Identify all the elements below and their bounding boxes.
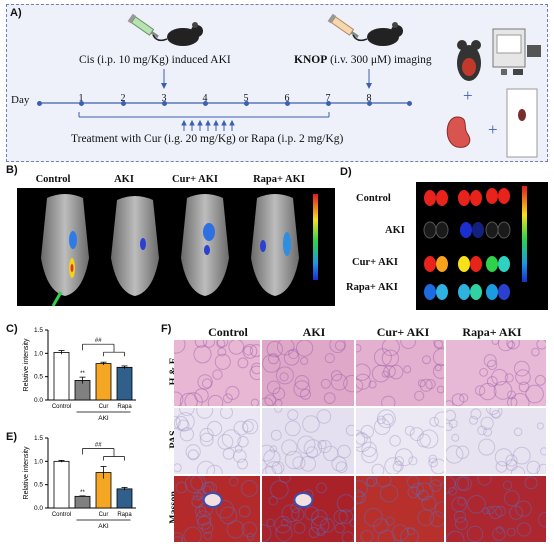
panel-label-b: B) (6, 164, 18, 176)
day-tick-4: 4 (202, 93, 208, 104)
hash-marker: ## (95, 338, 102, 344)
day-tick-5: 5 (243, 93, 249, 104)
histo-col-cur-aki: Cur+ AKI (376, 325, 430, 339)
histo-image-masson-1 (262, 476, 354, 542)
panel-b-mouse-fluorescence (17, 188, 335, 306)
bar-2 (95, 363, 112, 401)
group-label-cur-aki: Cur+ AKI (172, 174, 218, 185)
panel-label-f: F) (161, 323, 172, 335)
day-tick-1: 1 (78, 93, 84, 104)
day-tick-6: 6 (284, 93, 290, 104)
histo-col-rapa-aki: Rapa+ AKI (462, 325, 522, 339)
syringe-mouse-icon (327, 13, 403, 46)
syringe-mouse-icon (127, 13, 203, 46)
knop-label: KNOP (294, 54, 328, 66)
group-label-aki: AKI (114, 174, 134, 185)
timeline-start-dot (37, 101, 42, 106)
imaging-text: KNOP (i.v. 300 μM) imaging (294, 54, 432, 66)
imaging-detail: (i.v. 300 μM) imaging (330, 54, 432, 66)
day-dot (203, 101, 208, 106)
y-axis-label: Relative intensity (23, 338, 30, 391)
histo-image-masson-0 (174, 476, 260, 542)
histo-image-he-3 (446, 340, 546, 406)
histo-col-aki: AKI (302, 325, 326, 339)
group-label: AKI (98, 415, 109, 422)
bar-3 (116, 366, 133, 401)
panel-label-c: C) (6, 323, 18, 335)
bar-1 (74, 495, 91, 509)
day-tick-3: 3 (161, 93, 167, 104)
y-tick-label: 1.0 (34, 350, 43, 357)
group-label-rapa-aki: Rapa+ AKI (253, 174, 305, 185)
day-dot (121, 101, 126, 106)
chart-c: 0.0 0.5 1.0 1.5 Relative intensity Control Cur… (23, 327, 136, 422)
histo-image-pas-0 (174, 408, 260, 474)
panel-a-schematic: A) Cis (i.p. 10 mg/Kg) induced AKI KNOP … (6, 4, 548, 162)
x-tick-label: Rapa (117, 404, 132, 410)
day-dot (285, 101, 290, 106)
day-dot (244, 101, 249, 106)
group-label: AKI (98, 523, 109, 530)
row-label-control: Control (356, 193, 391, 204)
histo-col-control: Control (208, 325, 248, 339)
x-tick-label: Control (52, 512, 71, 518)
panel-label-e: E) (6, 431, 17, 443)
day-tick-8: 8 (366, 93, 372, 104)
day-tick-2: 2 (120, 93, 126, 104)
timeline-end-dot (407, 101, 412, 106)
panel-label-d: D) (340, 166, 352, 178)
histo-image-he-0 (174, 340, 260, 406)
panel-label-a: A) (10, 7, 22, 19)
day-dot (79, 101, 84, 106)
y-tick-label: 1.0 (34, 458, 43, 465)
day-dot (326, 101, 331, 106)
row-label-rapa-aki: Rapa+ AKI (346, 282, 398, 293)
sig-marker: ** (80, 371, 85, 377)
histo-image-masson-2 (356, 476, 444, 542)
treatment-text: Treatment with Cur (i.g. 20 mg/Kg) or Ra… (71, 133, 344, 145)
y-tick-label: 1.5 (34, 435, 43, 442)
y-axis-label: Relative intensity (23, 446, 30, 499)
y-tick-label: 0.0 (34, 505, 43, 512)
x-tick-label: Cur (99, 512, 109, 518)
histo-image-pas-1 (262, 408, 354, 474)
y-tick-label: 0.0 (34, 397, 43, 404)
hash-marker: ## (95, 442, 102, 448)
chart-e: 0.0 0.5 1.0 1.5 Relative intensity Control Cur… (23, 435, 136, 530)
row-label-aki: AKI (385, 225, 405, 236)
induction-text: Cis (i.p. 10 mg/Kg) induced AKI (79, 54, 231, 66)
histo-image-he-2 (356, 340, 444, 406)
day-dot (367, 101, 372, 106)
x-tick-label: Control (52, 404, 71, 410)
group-label-control: Control (35, 174, 71, 185)
row-label-cur-aki: Cur+ AKI (352, 257, 398, 268)
x-tick-label: Rapa (117, 512, 132, 518)
plus-sign: + (488, 120, 498, 139)
day-dot (162, 101, 167, 106)
bar-3 (116, 488, 133, 509)
bar-0 (53, 460, 70, 509)
sig-marker: ** (80, 490, 85, 496)
histo-image-he-1 (262, 340, 354, 406)
day-tick-7: 7 (325, 93, 331, 104)
y-tick-label: 0.5 (34, 482, 43, 489)
y-tick-label: 1.5 (34, 327, 43, 334)
histo-image-masson-3 (446, 476, 546, 542)
histo-image-pas-2 (356, 408, 444, 474)
plus-sign: + (463, 86, 473, 105)
histo-image-pas-3 (446, 408, 546, 474)
x-tick-label: Cur (99, 404, 109, 410)
panel-d-kidney-fluorescence (416, 182, 548, 310)
day-label: Day (11, 94, 30, 106)
y-tick-label: 0.5 (34, 374, 43, 381)
bar-0 (53, 351, 70, 401)
timeline-svg (39, 28, 541, 158)
